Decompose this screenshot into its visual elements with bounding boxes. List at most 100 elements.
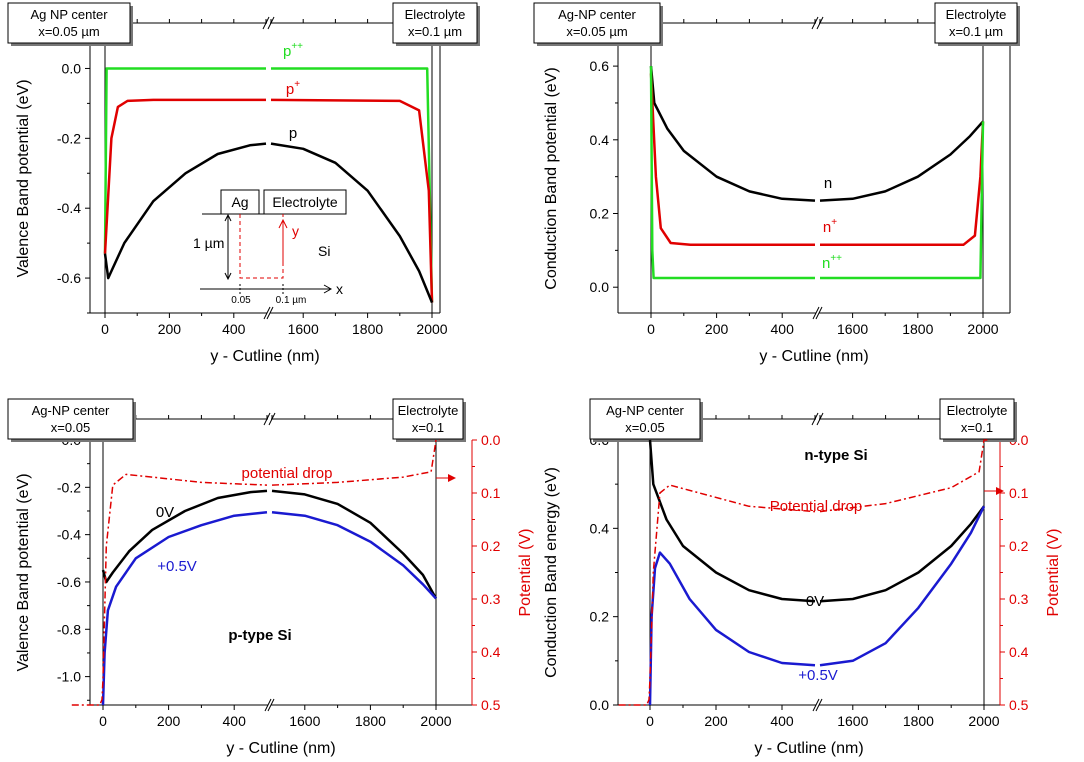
y-tick-label: -0.4 bbox=[57, 200, 81, 216]
x-axis-title: y - Cutline (nm) bbox=[210, 348, 319, 365]
superscript: ++ bbox=[291, 41, 303, 52]
series-+0.5V-left bbox=[648, 551, 816, 706]
y-tick-label: 0.2 bbox=[590, 609, 610, 625]
axis-break-mark bbox=[263, 306, 271, 320]
label-05v: +0.5V bbox=[157, 558, 197, 575]
series-n-right bbox=[819, 120, 984, 202]
x-tick-label: 0 bbox=[647, 321, 655, 337]
series-Potential drop-left bbox=[618, 484, 816, 706]
y-tick-label: -0.2 bbox=[57, 479, 81, 495]
box-right bbox=[392, 398, 464, 440]
y-right-tick-label: 0.4 bbox=[481, 644, 501, 660]
axis-break-mark bbox=[267, 16, 275, 30]
x-tick-label: 200 bbox=[157, 713, 181, 729]
x-tick-label: 1600 bbox=[837, 321, 868, 337]
y-tick-label: -0.8 bbox=[57, 621, 81, 637]
series-p-left bbox=[103, 142, 267, 280]
label-p-plus: p+ bbox=[286, 79, 300, 98]
y-tick-label: -0.4 bbox=[57, 527, 81, 543]
box-left-subtitle: x=0.05 µm bbox=[38, 24, 99, 39]
box-right-subtitle: x=0.1 µm bbox=[949, 24, 1003, 39]
y-right-tick-label: 0.0 bbox=[481, 432, 501, 448]
inset-cutline bbox=[239, 214, 284, 279]
x-tick-label: 1800 bbox=[355, 713, 386, 729]
axis-break-mark bbox=[816, 412, 824, 426]
x-tick-label: 200 bbox=[704, 713, 728, 729]
label-05v: +0.5V bbox=[798, 667, 838, 684]
axis-break-mark bbox=[811, 412, 819, 426]
box-left-title: Ag NP center bbox=[30, 7, 108, 22]
x-tick-label: 400 bbox=[771, 321, 795, 337]
superscript: ++ bbox=[830, 253, 842, 264]
y-right-tick-label: 0.5 bbox=[481, 697, 501, 713]
box-right-subtitle: x=0.1 µm bbox=[408, 24, 462, 39]
box-right-title: Electrolyte bbox=[405, 7, 466, 22]
label-p: p bbox=[289, 125, 297, 142]
x-tick-label: 400 bbox=[770, 713, 794, 729]
axis-break-mark bbox=[262, 16, 270, 30]
series-Potential drop-right bbox=[819, 439, 988, 513]
label-potential-drop: Potential drop bbox=[770, 498, 863, 515]
superscript: + bbox=[294, 79, 300, 90]
y-right-tick-label: 0.1 bbox=[481, 485, 501, 501]
y-tick-label: 0.4 bbox=[590, 132, 610, 148]
y-axis-title-right: Potential (V) bbox=[1045, 528, 1062, 616]
series-n-left bbox=[649, 65, 816, 202]
box-right bbox=[939, 398, 1015, 440]
annotation-n-type-si: n-type Si bbox=[804, 447, 867, 464]
series-potential drop-right bbox=[271, 439, 440, 486]
y-tick-label: -0.2 bbox=[57, 130, 81, 146]
x-tick-label: 1800 bbox=[902, 321, 933, 337]
potential-arrowhead bbox=[996, 487, 1004, 495]
box-right bbox=[392, 2, 478, 44]
x-tick-label: 1800 bbox=[352, 321, 383, 337]
series-n++-right bbox=[820, 121, 985, 280]
box-left bbox=[589, 398, 701, 440]
y-axis-title: Valence Band potential (eV) bbox=[15, 473, 32, 671]
panel-top-left: 0 200 400 1600 1800 2000 y - Cutline (nm) 0.0 -0… bbox=[7, 2, 480, 365]
axis-break-mark bbox=[263, 412, 271, 426]
box-right-subtitle: x=0.1 bbox=[412, 420, 444, 435]
box-left bbox=[7, 2, 131, 44]
series-0V-right bbox=[819, 505, 986, 603]
inset-electrolyte-label: Electrolyte bbox=[272, 194, 338, 210]
y-right-tick-label: 0.1 bbox=[1009, 485, 1029, 501]
y-right-tick-label: 0.2 bbox=[481, 538, 501, 554]
series-0V-right bbox=[271, 489, 438, 600]
series-p++-left bbox=[103, 67, 266, 254]
x-tick-label: 1600 bbox=[288, 321, 319, 337]
y-right-tick-label: 0.4 bbox=[1009, 644, 1029, 660]
x-axis-title: y - Cutline (nm) bbox=[759, 348, 868, 365]
y-right-tick-label: 0.5 bbox=[1009, 697, 1029, 713]
x-tick-label: 1600 bbox=[837, 713, 868, 729]
axis-break-mark bbox=[816, 16, 824, 30]
series-0V-left bbox=[648, 439, 816, 603]
panel-bottom-left: 0 200 400 1600 1800 2000 y - Cutline (nm) 0.0 -0… bbox=[7, 398, 534, 757]
box-left-title: Ag-NP center bbox=[606, 403, 684, 418]
inset-x2-label: 0.1 µm bbox=[276, 295, 307, 306]
axis-break-mark bbox=[267, 698, 275, 712]
box-right-title: Electrolyte bbox=[398, 403, 459, 418]
box-left bbox=[7, 398, 134, 440]
series-+0.5V-right bbox=[819, 505, 986, 667]
series-p+-right bbox=[270, 98, 434, 303]
x-tick-label: 1800 bbox=[903, 713, 934, 729]
box-right-subtitle: x=0.1 bbox=[961, 420, 993, 435]
box-left-title: Ag-NP center bbox=[558, 7, 636, 22]
axis-break-mark bbox=[266, 306, 274, 320]
inset-y-label: y bbox=[292, 223, 299, 239]
y-right-tick-label: 0.3 bbox=[481, 591, 501, 607]
inset-x-label: x bbox=[336, 281, 343, 297]
label-0v: 0V bbox=[156, 504, 174, 521]
series-potential drop-left bbox=[71, 473, 268, 706]
label-p-plus-plus: p++ bbox=[283, 41, 303, 60]
inset-depth-arrows bbox=[224, 213, 232, 281]
series-p+-left bbox=[103, 98, 266, 254]
label-n-plus: n+ bbox=[823, 217, 837, 236]
box-left-subtitle: x=0.05 µm bbox=[566, 24, 627, 39]
label-potential-drop: potential drop bbox=[242, 465, 333, 482]
axis-break-mark bbox=[815, 306, 823, 320]
y-axis-title: Conduction Band potential (eV) bbox=[543, 67, 560, 289]
axis-break-mark bbox=[811, 16, 819, 30]
